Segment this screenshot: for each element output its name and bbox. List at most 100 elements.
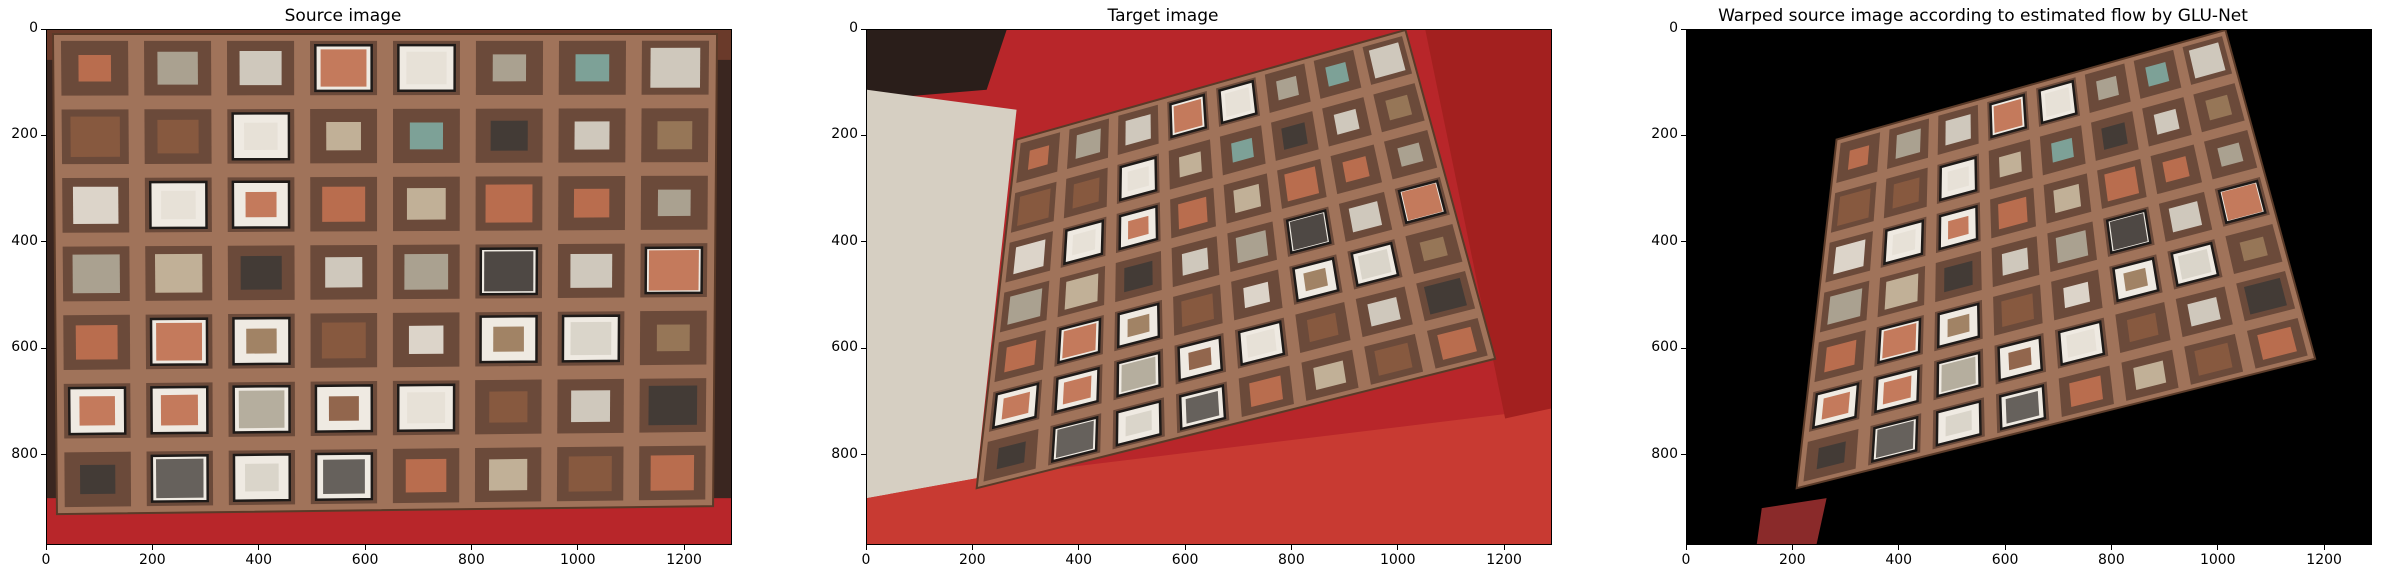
x-tick-label: 600 — [1991, 552, 2019, 568]
specimen — [996, 441, 1026, 470]
specimen — [161, 190, 196, 220]
specimen — [2063, 281, 2091, 309]
specimen — [2153, 108, 2180, 135]
specimen — [1947, 166, 1969, 192]
y-tick-label: 200 — [11, 126, 38, 143]
specimen — [1368, 42, 1406, 79]
specimen — [2069, 375, 2103, 408]
specimen — [1125, 410, 1152, 437]
specimen — [246, 328, 277, 354]
x-tick-label: 1200 — [2306, 552, 2342, 568]
specimen — [2177, 248, 2212, 280]
specimen — [1013, 239, 1046, 275]
specimen — [1385, 94, 1413, 121]
specimen — [78, 55, 112, 82]
specimen — [493, 326, 524, 352]
specimen — [484, 251, 534, 292]
y-tick-mark — [861, 134, 866, 136]
specimen — [1816, 441, 1846, 470]
specimen — [489, 458, 528, 491]
specimen — [1127, 166, 1149, 192]
x-tick-label: 800 — [458, 552, 485, 568]
panel-title: Warped source image according to estimat… — [1718, 6, 2248, 26]
x-tick-mark — [1290, 545, 1292, 550]
specimen — [70, 116, 120, 158]
specimen — [409, 122, 444, 150]
y-tick-label: 800 — [831, 445, 858, 462]
specimen — [2205, 94, 2233, 121]
specimen — [72, 254, 120, 294]
specimen — [2168, 201, 2203, 233]
specimen — [1188, 347, 1212, 371]
specimen — [489, 391, 528, 423]
specimen — [1303, 267, 1328, 292]
specimen — [1121, 356, 1156, 393]
specimen — [1128, 215, 1149, 240]
specimen — [1243, 281, 1271, 309]
specimen — [2243, 277, 2287, 315]
specimen — [2001, 247, 2029, 276]
specimen — [1075, 128, 1101, 159]
specimen — [2217, 142, 2244, 167]
specimen — [1235, 230, 1269, 264]
specimen — [1173, 98, 1203, 133]
y-tick-label: 200 — [831, 126, 858, 143]
specimen — [1419, 236, 1448, 262]
specimen — [245, 463, 279, 492]
y-tick-label: 600 — [831, 339, 858, 356]
specimen — [1882, 375, 1912, 405]
specimen — [1401, 183, 1443, 221]
x-tick-label: 200 — [1778, 552, 1806, 568]
specimen — [1884, 273, 1919, 310]
x-tick-mark — [1791, 545, 1793, 550]
specimen — [1945, 114, 1971, 146]
y-tick-label: 400 — [11, 232, 38, 249]
specimen — [1125, 114, 1151, 146]
specimen — [323, 459, 365, 494]
specimen — [1017, 188, 1051, 227]
y-tick-mark — [861, 28, 866, 30]
specimen — [1276, 75, 1299, 101]
panel-warped: Warped source image according to estimat… — [1640, 0, 2372, 577]
x-tick-mark — [258, 545, 260, 550]
specimen — [1833, 239, 1866, 275]
specimen — [2257, 326, 2297, 360]
specimen — [568, 456, 612, 492]
specimen — [238, 390, 285, 429]
specimen — [1333, 108, 1360, 135]
specimen — [2104, 166, 2140, 202]
specimen — [407, 392, 446, 424]
x-tick-mark — [151, 545, 153, 550]
image-axes-source — [46, 29, 732, 545]
specimen — [245, 191, 277, 218]
specimen — [2221, 183, 2263, 221]
specimen — [1289, 213, 1328, 251]
y-tick-mark — [41, 134, 46, 136]
specimen — [2162, 156, 2190, 183]
y-tick-label: 0 — [1669, 20, 1678, 36]
specimen — [154, 253, 203, 293]
x-tick-label: 400 — [1885, 552, 1913, 568]
specimen — [79, 396, 116, 426]
y-tick-mark — [41, 241, 46, 243]
specimen — [1847, 145, 1870, 170]
source-image — [47, 30, 731, 544]
y-tick-label: 0 — [849, 20, 858, 36]
specimen — [650, 455, 695, 491]
specimen — [1892, 177, 1920, 209]
specimen — [1027, 145, 1050, 170]
specimen — [1181, 293, 1214, 328]
specimen — [1374, 342, 1413, 376]
specimen — [1306, 312, 1339, 343]
specimen — [2001, 293, 2034, 328]
specimen — [1348, 201, 1383, 233]
specimen — [2188, 42, 2226, 79]
specimen — [2044, 87, 2071, 117]
specimen — [1062, 322, 1097, 359]
specimen — [2187, 296, 2221, 327]
specimen — [2194, 342, 2233, 376]
specimen — [1945, 410, 1972, 437]
specimen — [240, 255, 282, 290]
specimen — [1993, 98, 2023, 133]
specimen — [648, 250, 699, 291]
